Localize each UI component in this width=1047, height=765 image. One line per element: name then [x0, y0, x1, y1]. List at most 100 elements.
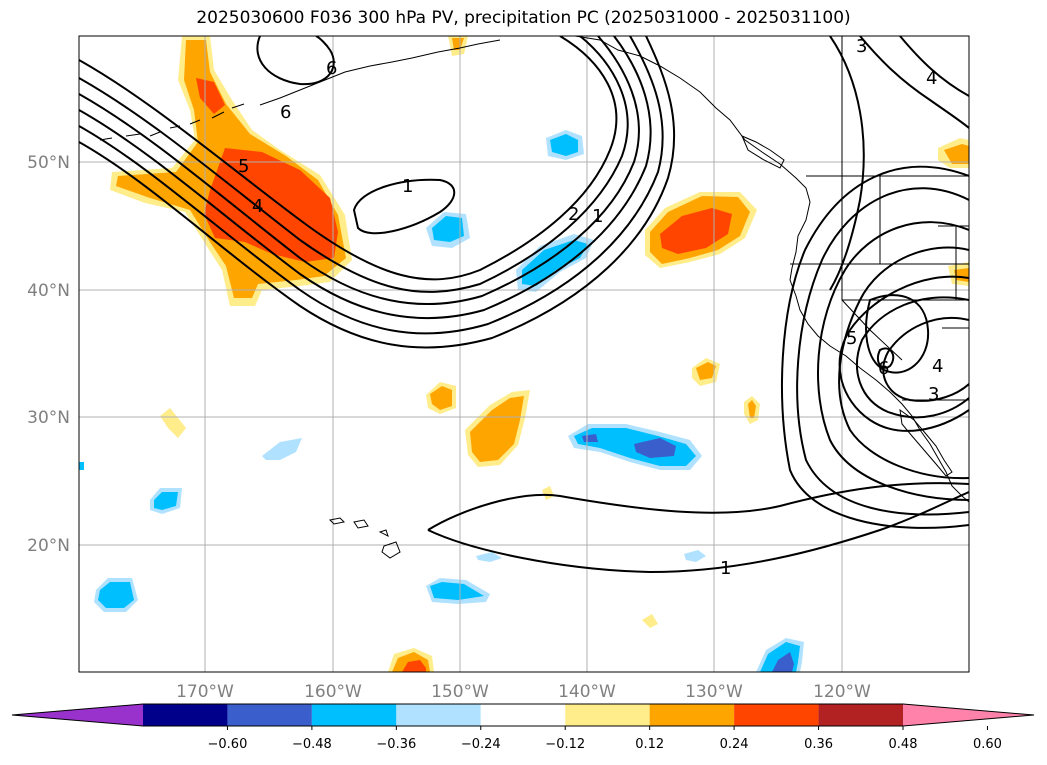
- pv-contour: [838, 246, 969, 480]
- precip-positive-region: [748, 400, 756, 418]
- pv-contour: [865, 294, 930, 374]
- precip-negative-region: [476, 552, 502, 562]
- positive-anomaly-fills: [110, 36, 969, 672]
- colorbar-swatch: [818, 704, 903, 726]
- canada-pacific-coastline: [574, 36, 969, 503]
- contour-label: 1: [720, 558, 731, 579]
- pv-contour: [859, 36, 969, 129]
- colorbar-tick-label: 0.36: [804, 737, 833, 752]
- pv-contour: [352, 178, 456, 235]
- precip-negative-region: [430, 582, 484, 600]
- pv-contour: [79, 36, 618, 281]
- colorbar-tick-label: −0.12: [545, 737, 585, 752]
- precip-positive-region: [542, 486, 554, 500]
- hawaiian-islands: [328, 517, 401, 559]
- precip-positive-region: [160, 408, 186, 438]
- pv-contour: [79, 36, 676, 349]
- contour-label: 4: [926, 68, 937, 89]
- precip-positive-region: [430, 386, 452, 410]
- colorbar-tick-label: 0.48: [889, 737, 918, 752]
- pv-contour: [829, 36, 865, 291]
- pv-contours: [79, 36, 969, 574]
- longitude-labels: 170°W 160°W 150°W 140°W 130°W 120°W: [176, 682, 871, 702]
- negative-anomaly-fills: [79, 130, 804, 672]
- precip-negative-region: [772, 652, 794, 672]
- precip-positive-region: [954, 268, 969, 282]
- precip-positive-region: [944, 144, 969, 164]
- pv-contour: [79, 36, 652, 319]
- pv-contour: [882, 316, 969, 402]
- colorbar-swatch: [227, 704, 312, 726]
- colorbar-swatch: [565, 704, 650, 726]
- colorbar-swatch: [649, 704, 735, 726]
- contour-label: 6: [878, 358, 889, 379]
- contour-label: 2: [568, 204, 579, 225]
- lon-label: 130°W: [685, 682, 743, 702]
- pv-contour: [79, 36, 640, 305]
- contour-label: 6: [280, 102, 291, 123]
- pv-contour: [256, 36, 335, 86]
- colorbar-swatch: [143, 704, 228, 726]
- colorbar-outline: [11, 703, 1035, 727]
- pv-contour: [817, 221, 969, 501]
- baja-california: [899, 408, 953, 477]
- pv-contour: [781, 165, 969, 529]
- colorbar-swatch: [734, 704, 819, 726]
- lat-label: 50°N: [27, 153, 70, 173]
- aleutian-islands: [99, 103, 245, 141]
- colorbar-swatch: [311, 704, 397, 726]
- alaska-coastline: [259, 39, 501, 106]
- lat-label: 40°N: [27, 281, 70, 301]
- pv-contour: [427, 491, 969, 574]
- precip-positive-region: [402, 660, 426, 672]
- colorbar: −0.60 −0.48 −0.36 −0.24 −0.12 0.12 0.24 0.36 0.4…: [11, 703, 1035, 752]
- lat-label: 30°N: [27, 408, 70, 428]
- precip-negative-region: [79, 462, 84, 470]
- precip-positive-region: [470, 396, 524, 462]
- colorbar-tick-label: 0.24: [720, 737, 749, 752]
- pv-contour: [899, 36, 969, 97]
- precip-positive-region: [452, 38, 464, 50]
- contour-label: 3: [856, 36, 867, 57]
- contour-label: 4: [252, 196, 263, 217]
- contour-label: 1: [402, 176, 413, 197]
- precip-negative-region: [582, 434, 598, 442]
- coastlines: [99, 36, 969, 559]
- precip-positive-region: [642, 614, 658, 628]
- pv-contour: [427, 482, 969, 531]
- pv-contour: [796, 187, 969, 516]
- precip-negative-region: [154, 492, 178, 510]
- lon-label: 120°W: [813, 682, 871, 702]
- precip-negative-region: [432, 216, 464, 242]
- precip-negative-region: [98, 582, 134, 608]
- precip-negative-region: [522, 240, 588, 286]
- precip-negative-region: [550, 134, 578, 156]
- colorbar-tick-label: −0.60: [208, 737, 248, 752]
- colorbar-tick-label: 0.12: [635, 737, 664, 752]
- colorbar-tick-label: −0.36: [376, 737, 416, 752]
- colorbar-tick-label: −0.48: [292, 737, 332, 752]
- vancouver-island: [741, 135, 785, 169]
- map-title: 2025030600 F036 300 hPa PV, precipitatio…: [196, 8, 851, 28]
- contour-label: 5: [846, 328, 857, 349]
- pv-contour: [856, 296, 969, 419]
- precip-negative-region: [262, 438, 302, 460]
- colorbar-under-triangle: [12, 704, 143, 726]
- map-area: 6 6 5 4 1 2 1 3 4 5 6 4 3 1: [79, 36, 969, 672]
- lon-label: 170°W: [176, 682, 234, 702]
- pv-contour: [79, 36, 664, 335]
- colorbar-over-triangle: [903, 704, 1034, 726]
- precip-positive-region: [204, 148, 338, 262]
- precip-negative-region: [634, 438, 676, 458]
- contour-label: 3: [928, 384, 939, 405]
- state-borders: [790, 36, 969, 361]
- latitude-labels: 50°N 40°N 30°N 20°N: [27, 153, 70, 556]
- precip-negative-region: [684, 550, 706, 562]
- precip-positive-region: [196, 78, 225, 114]
- contour-label: 6: [326, 58, 337, 79]
- precip-positive-region: [696, 362, 716, 380]
- lon-label: 150°W: [431, 682, 489, 702]
- lon-label: 160°W: [304, 682, 362, 702]
- colorbar-swatch: [396, 704, 481, 726]
- contour-label: 1: [592, 206, 603, 227]
